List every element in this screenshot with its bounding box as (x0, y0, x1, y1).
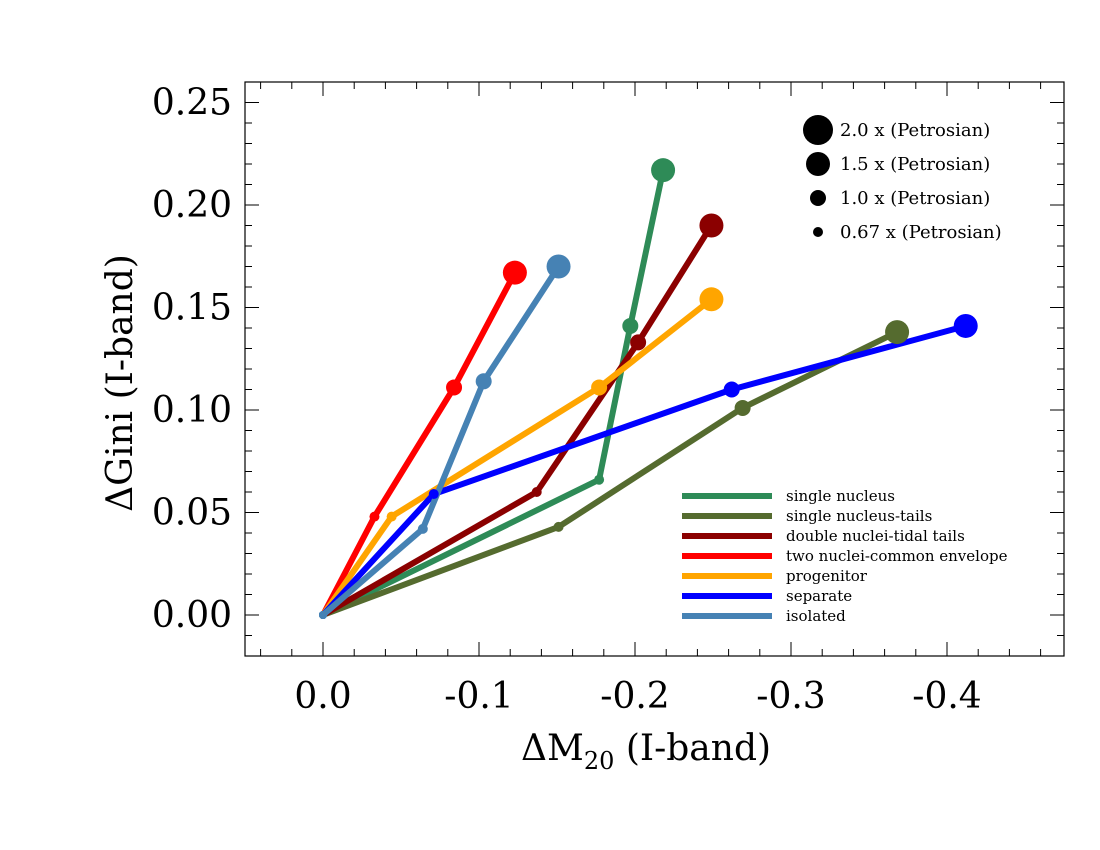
series-line-separate (320, 323, 969, 618)
x-tick-label: -0.2 (600, 676, 669, 717)
data-point-separate (428, 489, 439, 500)
data-point-two-nuclei-common-envelope (502, 260, 527, 285)
data-point-two-nuclei-common-envelope (369, 511, 380, 522)
size-legend-marker (810, 190, 826, 206)
y-axis-title: ΔGini (I-band) (100, 254, 141, 512)
data-point-isolated (475, 373, 492, 390)
y-tick-label: 0.00 (152, 595, 232, 636)
series-lines (320, 167, 969, 618)
series-line-single-nucleus-tails (320, 329, 901, 618)
y-tick-label: 0.10 (152, 390, 232, 431)
x-tick-label: -0.3 (756, 676, 825, 717)
series-points (319, 158, 978, 619)
x-tick-label: 0.0 (294, 676, 351, 717)
size-legend-label: 1.5 x (Petrosian) (840, 154, 990, 175)
data-point-progenitor (386, 511, 397, 522)
size-legend-marker (813, 227, 823, 237)
legend-label: separate (786, 587, 852, 605)
x-axis-title-prefix: ΔM (521, 728, 584, 769)
x-axis-title-suffix: (I-band) (614, 728, 771, 769)
x-tick-label: -0.4 (912, 676, 981, 717)
data-point-single-nucleus (651, 158, 676, 183)
series-line-isolated (320, 263, 562, 618)
data-point-single-nucleus (622, 317, 639, 334)
x-tick-labels: 0.0 -0.1 -0.2 -0.3 -0.4 (294, 676, 981, 717)
legend-label: double nuclei-tidal tails (786, 527, 965, 545)
data-point-single-nucleus (594, 474, 605, 485)
y-tick-label: 0.05 (152, 493, 232, 534)
legend-label: single nucleus (786, 487, 895, 505)
series-legend: single nucleus single nucleus-tails double… (682, 487, 1008, 625)
size-legend-label: 1.0 x (Petrosian) (840, 188, 990, 209)
series-line-two-nuclei-common-envelope (320, 269, 518, 618)
data-point-separate (953, 313, 978, 338)
data-point-single-nucleus-tails (734, 399, 751, 416)
data-point-single-nucleus-tails (553, 521, 564, 532)
y-tick-label: 0.25 (152, 83, 232, 124)
size-legend-marker (806, 152, 830, 176)
data-point-separate (723, 381, 740, 398)
axis-ticks (245, 82, 1064, 656)
data-point-double-nuclei-tidal-tails (531, 487, 542, 497)
aperture-size-legend: 2.0 x (Petrosian) 1.5 x (Petrosian) 1.0 x … (803, 115, 1002, 243)
legend-label: two nuclei-common envelope (786, 547, 1008, 565)
y-tick-labels: 0.00 0.05 0.10 0.15 0.20 0.25 (152, 83, 232, 637)
legend-label: single nucleus-tails (786, 507, 932, 525)
data-point-isolated (319, 611, 327, 619)
x-axis-title-subscript: 20 (584, 747, 615, 775)
data-point-single-nucleus-tails (885, 320, 910, 345)
data-point-progenitor (699, 287, 724, 312)
x-axis-title: ΔM20 (I-band) (521, 728, 771, 775)
legend-label: isolated (786, 607, 846, 625)
legend-label: progenitor (786, 567, 868, 585)
series-line-progenitor (320, 296, 715, 618)
series-line-single-nucleus (320, 167, 667, 618)
y-tick-label: 0.20 (152, 185, 232, 226)
data-point-isolated (417, 523, 428, 534)
x-tick-label: -0.1 (444, 676, 513, 717)
size-legend-label: 0.67 x (Petrosian) (840, 222, 1002, 243)
size-legend-label: 2.0 x (Petrosian) (840, 120, 990, 141)
data-point-two-nuclei-common-envelope (446, 379, 463, 396)
size-legend-marker (803, 115, 833, 145)
y-tick-label: 0.15 (152, 288, 232, 329)
data-point-double-nuclei-tidal-tails (699, 213, 724, 238)
data-point-progenitor (591, 379, 608, 396)
data-point-isolated (546, 254, 571, 279)
series-line-double-nuclei-tidal-tails (320, 222, 715, 618)
data-point-double-nuclei-tidal-tails (630, 334, 647, 351)
